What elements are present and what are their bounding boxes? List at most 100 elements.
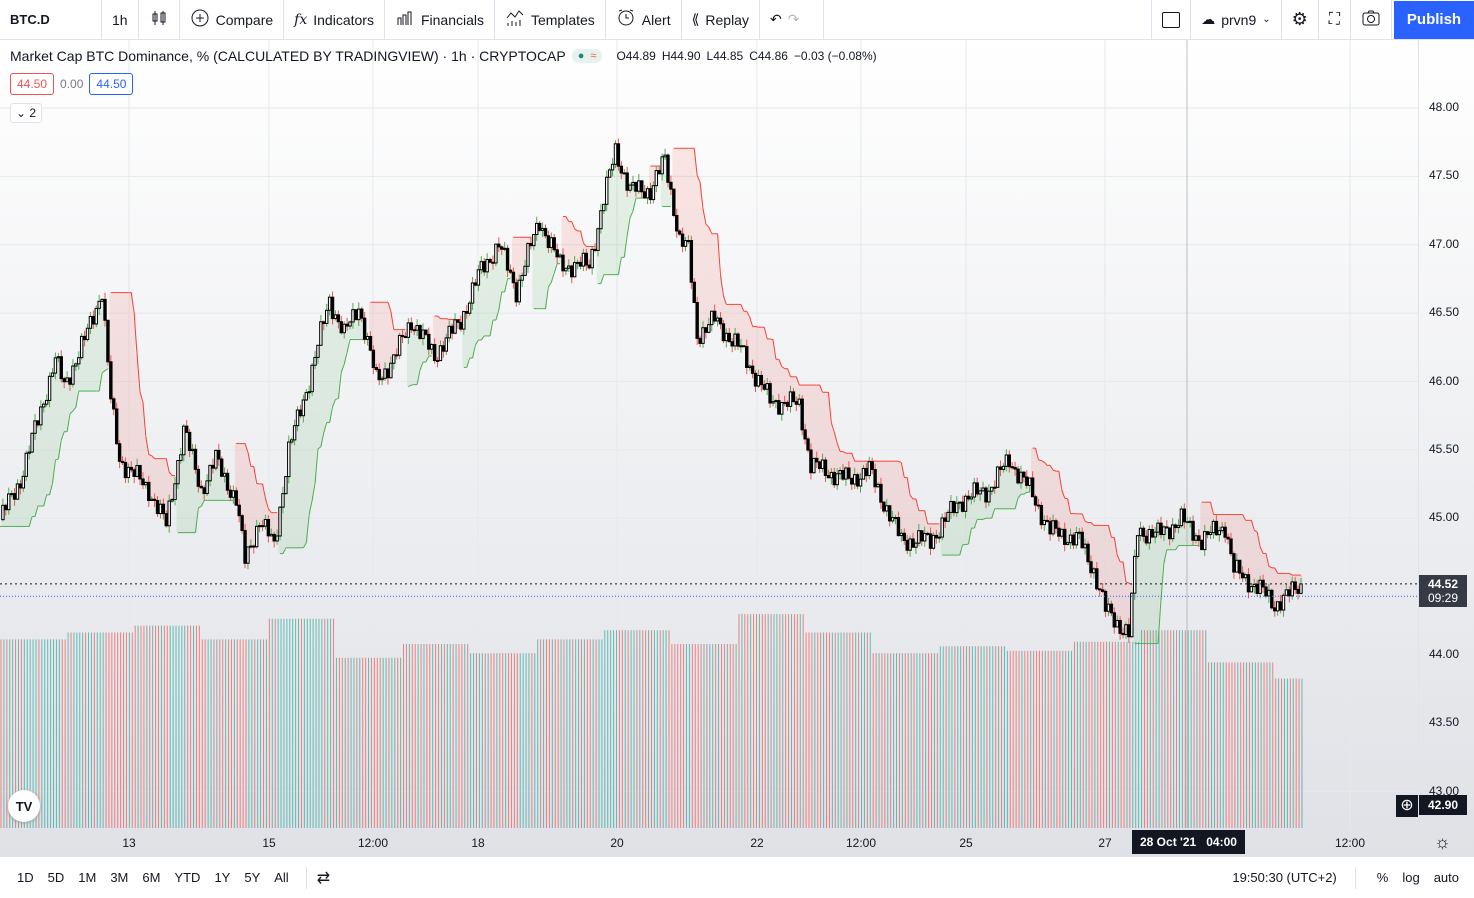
candle: [351, 309, 355, 323]
goto-date-icon[interactable]: ⇄: [316, 869, 331, 887]
candle: [74, 363, 78, 367]
candle: [1208, 532, 1213, 536]
time-axis[interactable]: 13 15 12:00 18 20 22 12:00 25 27 12:00 28 Oct '21 …: [0, 828, 1418, 856]
layout-button[interactable]: [1151, 0, 1192, 40]
candle: [1252, 583, 1257, 588]
symbol-search[interactable]: BTC.D: [0, 0, 102, 40]
compare-button[interactable]: Compare: [180, 0, 285, 40]
candle: [526, 242, 530, 267]
trailing-stop-line: [693, 148, 698, 176]
axis-settings-icon[interactable]: ☼: [1434, 832, 1451, 852]
candle: [928, 533, 933, 549]
redo-icon[interactable]: ↷: [787, 11, 800, 27]
stop-band-fill: [1074, 513, 1078, 533]
stop-band-fill: [71, 366, 75, 411]
interval-button[interactable]: 1h: [102, 0, 139, 40]
alert-button[interactable]: Alert: [606, 0, 682, 40]
trailing-stop-line: [991, 508, 996, 519]
range-5d[interactable]: 5D: [47, 870, 65, 885]
stop-band-fill: [1261, 553, 1265, 588]
tradingview-logo[interactable]: TV: [8, 790, 40, 822]
stop-band-fill: [1252, 530, 1256, 585]
stop-band-fill: [1284, 573, 1288, 590]
stop-band-fill: [1226, 514, 1230, 539]
stop-band-fill: [538, 230, 542, 309]
candle: [1264, 586, 1268, 597]
trailing-stop-line: [489, 319, 494, 337]
price-chart[interactable]: [0, 40, 1418, 828]
candle: [450, 325, 454, 334]
clock[interactable]: 19:50:30 (UTC+2): [1232, 870, 1337, 885]
trailing-stop-line: [66, 413, 71, 432]
trailing-stop-line: [1163, 549, 1168, 564]
range-ytd[interactable]: YTD: [174, 870, 201, 885]
snapshot-button[interactable]: [1351, 0, 1392, 40]
candle: [217, 449, 221, 460]
range-5y[interactable]: 5Y: [244, 870, 261, 885]
stop-band-fill: [762, 327, 766, 390]
candle: [453, 319, 457, 334]
chart-pane[interactable]: 48.00 47.50 47.00 46.50 46.00 45.50 45.00 44.00…: [0, 40, 1474, 856]
range-1d[interactable]: 1D: [17, 870, 34, 885]
candle: [1033, 496, 1038, 506]
stop-band-fill: [1267, 566, 1271, 591]
fullscreen-button[interactable]: ⛶: [1319, 0, 1351, 40]
stop-band-fill: [1165, 527, 1169, 550]
replay-button[interactable]: ⟪ Replay: [682, 0, 760, 40]
log-toggle[interactable]: log: [1402, 870, 1420, 885]
candle: [199, 485, 203, 489]
candle: [675, 214, 679, 232]
chart-type-button[interactable]: [139, 0, 180, 40]
templates-button[interactable]: Templates: [495, 0, 606, 40]
trailing-stop-line: [708, 227, 713, 234]
candle: [138, 464, 142, 480]
settings-button[interactable]: ⚙: [1282, 0, 1319, 40]
stop-band-fill: [199, 487, 203, 507]
candle: [494, 243, 498, 264]
stop-band-fill: [686, 148, 690, 241]
auto-toggle[interactable]: auto: [1433, 870, 1459, 885]
stop-band-fill: [30, 433, 34, 517]
stop-band-fill: [765, 338, 769, 384]
last-price: 44.52: [1427, 576, 1459, 591]
range-1m[interactable]: 1M: [78, 870, 97, 885]
collapse-legend-button[interactable]: ⌄ 2: [10, 103, 43, 123]
candle: [158, 503, 163, 515]
publish-button[interactable]: Publish: [1394, 0, 1474, 39]
price-axis[interactable]: 48.00 47.50 47.00 46.50 46.00 45.50 45.00 44.00…: [1418, 40, 1474, 828]
range-3m[interactable]: 3M: [110, 870, 129, 885]
candle: [850, 477, 854, 485]
range-1y[interactable]: 1Y: [214, 870, 231, 885]
range-all[interactable]: All: [274, 870, 289, 885]
trailing-stop-line: [702, 208, 707, 225]
candle: [774, 400, 778, 403]
stop-band-fill: [179, 454, 183, 533]
add-alert-plus-icon[interactable]: ⊕: [1396, 795, 1418, 817]
stop-band-fill: [462, 311, 466, 368]
undo-icon[interactable]: ↶: [769, 11, 782, 27]
save-layout-button[interactable]: ☁ prvn9 ⌄: [1191, 0, 1282, 40]
candle: [1220, 526, 1224, 532]
candle: [949, 501, 953, 513]
range-6m[interactable]: 6M: [142, 870, 161, 885]
financials-button[interactable]: Financials: [385, 0, 495, 40]
stop-band-fill: [570, 221, 574, 277]
stop-band-fill: [249, 466, 253, 547]
candle: [409, 322, 413, 331]
trailing-stop-line: [262, 483, 266, 499]
candle: [1235, 559, 1239, 573]
percent-toggle[interactable]: %: [1376, 870, 1389, 885]
stop-band-fill: [619, 172, 623, 258]
trailing-stop-line: [579, 230, 584, 244]
indicators-button[interactable]: fx Indicators: [284, 0, 385, 40]
stop-band-fill: [360, 318, 364, 340]
stop-band-fill: [1255, 532, 1259, 594]
trailing-stop-line: [795, 376, 800, 386]
candle: [1135, 535, 1140, 557]
stop-band-fill: [164, 458, 168, 526]
stop-band-fill: [182, 426, 186, 533]
stop-band-fill: [150, 455, 154, 500]
candle: [855, 474, 860, 487]
candle: [24, 452, 28, 477]
candle: [1004, 454, 1009, 467]
